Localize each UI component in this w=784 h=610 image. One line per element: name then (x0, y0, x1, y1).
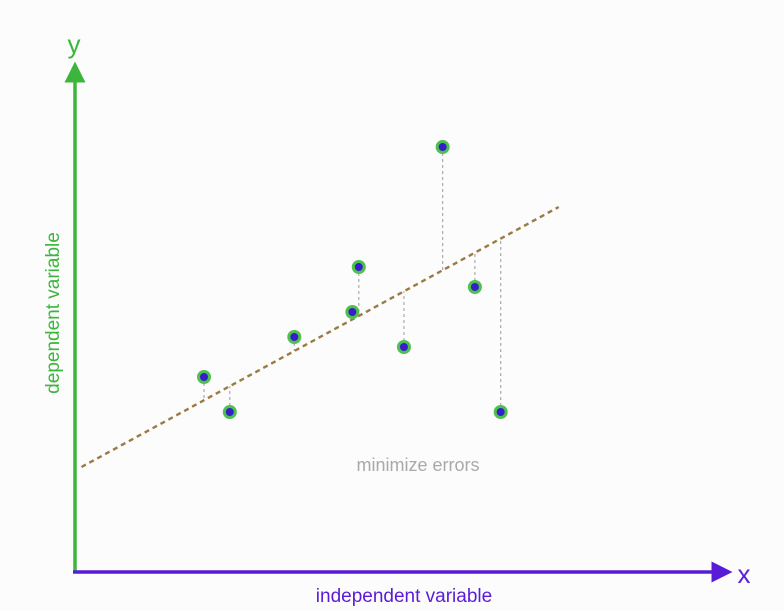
data-point-7 (435, 140, 450, 154)
data-point-9 (493, 405, 508, 419)
data-point-1 (197, 370, 211, 384)
data-point-2 (222, 405, 237, 419)
x-axis-title: independent variable (316, 586, 492, 607)
data-point-3 (287, 330, 302, 344)
residual-lines (203, 147, 502, 412)
y-axis-title: dependent variable (43, 232, 64, 394)
annotation-minimize-errors: minimize errors (356, 455, 479, 475)
x-axis-arrow-label: x (738, 559, 751, 589)
regression-line (80, 205, 560, 469)
y-axis-arrow-label: y (68, 29, 81, 59)
data-point-4 (345, 305, 360, 319)
data-point-8 (467, 280, 482, 294)
data-point-5 (351, 260, 366, 274)
data-points (197, 140, 508, 419)
data-point-6 (396, 340, 411, 354)
